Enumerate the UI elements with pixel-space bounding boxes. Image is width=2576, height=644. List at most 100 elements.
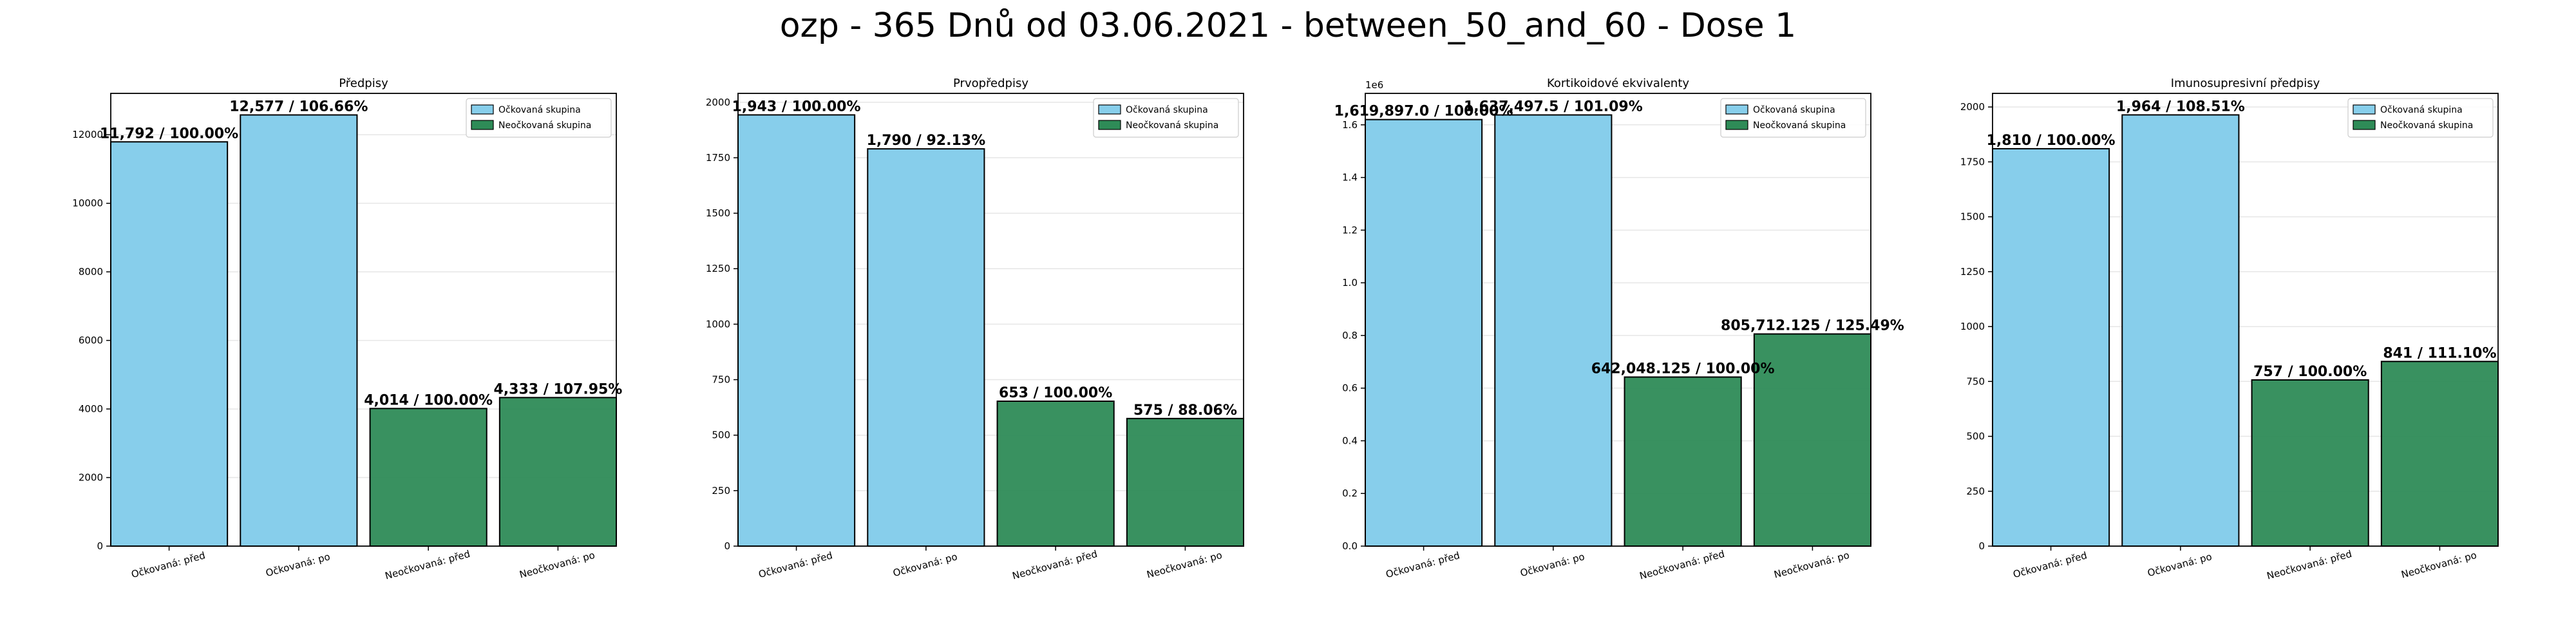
- bar-2: [867, 148, 985, 547]
- scale-label: 1e6: [1365, 79, 1383, 91]
- xtick-label: Neočkovaná: po: [2400, 549, 2478, 581]
- ytick-label: 1.6: [1342, 119, 1358, 131]
- chart-title: Prvopředpisy: [953, 77, 1028, 90]
- legend-box: [1093, 98, 1239, 138]
- bar-label-2: 12,577 / 106.66%: [229, 99, 368, 115]
- ytick-label: 1500: [1960, 211, 1985, 223]
- bar-label-3: 4,014 / 100.00%: [364, 392, 493, 408]
- xtick-label: Neočkovaná: před: [1638, 548, 1726, 582]
- xtick-label: Očkovaná: po: [892, 551, 959, 579]
- xtick-label: Očkovaná: po: [265, 551, 332, 579]
- xtick-label: Očkovaná: před: [130, 549, 207, 580]
- legend-label-1: Očkovaná skupina: [1126, 105, 1208, 115]
- ytick-label: 1250: [706, 263, 730, 274]
- figure-title: ozp - 365 Dnů od 03.06.2021 - between_50…: [779, 6, 1797, 45]
- legend-swatch-2: [471, 120, 494, 130]
- legend-label-1: Očkovaná skupina: [2380, 105, 2463, 115]
- legend-label-2: Neočkovaná skupina: [1753, 120, 1846, 131]
- bar-label-1: 1,810 / 100.00%: [1987, 133, 2116, 149]
- bar-label-2: 1,790 / 92.13%: [867, 133, 986, 149]
- xtick-label: Očkovaná: po: [2146, 551, 2213, 579]
- ytick-label: 6000: [79, 335, 103, 346]
- ytick-label: 0.6: [1342, 383, 1358, 394]
- chart-title: Kortikoidové ekvivalenty: [1547, 77, 1689, 90]
- ytick-label: 2000: [706, 97, 730, 108]
- ytick-label: 0.4: [1342, 435, 1358, 446]
- ytick-label: 750: [712, 374, 730, 386]
- chart-title: Imunosupresivní předpisy: [2171, 77, 2320, 90]
- ytick-label: 1750: [1960, 156, 1985, 167]
- axes-frame: [110, 93, 617, 547]
- bar-4: [1126, 417, 1245, 547]
- ytick-label: 10000: [72, 198, 103, 209]
- legend-label-2: Neočkovaná skupina: [498, 120, 591, 131]
- ytick-label: 8000: [79, 266, 103, 278]
- legend-label-2: Neočkovaná skupina: [1126, 120, 1218, 131]
- legend: Očkovaná skupina Neočkovaná skupina: [2347, 98, 2494, 138]
- bar-label-3: 653 / 100.00%: [999, 385, 1112, 401]
- bar-label-2: 1,637,497.5 / 101.09%: [1464, 99, 1643, 115]
- ytick-label: 2000: [79, 472, 103, 484]
- xtick-label: Neočkovaná: před: [2266, 548, 2353, 582]
- ytick-label: 4000: [79, 403, 103, 415]
- bar-label-1: 11,792 / 100.00%: [100, 126, 238, 142]
- bar-label-3: 642,048.125 / 100.00%: [1591, 361, 1775, 377]
- legend-swatch-1: [471, 104, 494, 115]
- ytick-label: 1.0: [1342, 277, 1358, 289]
- xtick-label: Očkovaná: před: [1385, 549, 1461, 580]
- chart-panel-4: 1,810 / 100.00% 1,964 / 108.51% 757 / 100.…: [1960, 77, 2499, 582]
- legend-box: [466, 98, 612, 138]
- xtick-label: Neočkovaná: po: [1146, 549, 1224, 581]
- legend-box: [2347, 98, 2494, 138]
- ytick-label: 1500: [706, 207, 730, 219]
- ytick-label: 0: [1978, 540, 1985, 552]
- legend-label-2: Neočkovaná skupina: [2380, 120, 2473, 131]
- ytick-label: 2000: [1960, 101, 1985, 113]
- xtick-label: Neočkovaná: po: [1773, 549, 1851, 581]
- bar-label-1: 1,943 / 100.00%: [732, 99, 861, 115]
- xtick-label: Očkovaná: po: [1519, 551, 1586, 579]
- ytick-label: 500: [1966, 431, 1985, 442]
- bar-2: [240, 114, 358, 547]
- legend-swatch-1: [1725, 104, 1748, 115]
- bar-1: [1365, 118, 1483, 547]
- bar-label-3: 757 / 100.00%: [2253, 364, 2367, 380]
- legend: Očkovaná skupina Neočkovaná skupina: [466, 98, 612, 138]
- ytick-label: 1250: [1960, 266, 1985, 278]
- xtick-label: Neočkovaná: po: [518, 549, 596, 581]
- chart-panel-3: 1,619,897.0 / 100.00%1,637,497.5 / 101.0…: [1334, 77, 1904, 582]
- bar-label-4: 805,712.125 / 125.49%: [1721, 318, 1904, 334]
- xtick-label: Neočkovaná: před: [1011, 548, 1099, 582]
- ytick-label: 0.8: [1342, 330, 1358, 341]
- legend-swatch-1: [2353, 104, 2376, 115]
- bar-4: [1753, 333, 1872, 547]
- bar-3: [2251, 379, 2369, 547]
- legend-box: [1720, 98, 1866, 138]
- ytick-label: 1000: [706, 318, 730, 330]
- bar-label-1: 1,619,897.0 / 100.00%: [1334, 104, 1513, 120]
- bar-3: [369, 408, 488, 547]
- legend-label-1: Očkovaná skupina: [1753, 105, 1835, 115]
- axes-frame: [1365, 93, 1871, 547]
- legend: Očkovaná skupina Neočkovaná skupina: [1093, 98, 1239, 138]
- ytick-label: 0: [724, 540, 730, 552]
- bar-label-4: 4,333 / 107.95%: [493, 381, 622, 397]
- ytick-label: 0.2: [1342, 488, 1358, 499]
- bar-2: [1494, 114, 1613, 547]
- bar-label-2: 1,964 / 108.51%: [2116, 99, 2245, 115]
- bar-4: [2380, 361, 2499, 547]
- ytick-label: 500: [712, 430, 730, 441]
- bar-3: [996, 400, 1115, 547]
- ytick-label: 750: [1966, 375, 1985, 387]
- xtick-label: Očkovaná: před: [757, 549, 834, 580]
- legend-swatch-1: [1098, 104, 1121, 115]
- chart-panel-2: 1,943 / 100.00% 1,790 / 92.13% 653 / 100.0…: [706, 77, 1245, 582]
- ytick-label: 1.4: [1342, 172, 1358, 184]
- ytick-label: 0: [97, 540, 103, 552]
- bar-1: [737, 114, 856, 547]
- chart-panel-1: 11,792 / 100.00% 12,577 / 106.66% 4,014 / …: [72, 77, 622, 582]
- xtick-label: Neočkovaná: před: [384, 548, 471, 582]
- ytick-label: 12000: [72, 129, 103, 140]
- legend-swatch-2: [1098, 120, 1121, 130]
- legend: Očkovaná skupina Neočkovaná skupina: [1720, 98, 1866, 138]
